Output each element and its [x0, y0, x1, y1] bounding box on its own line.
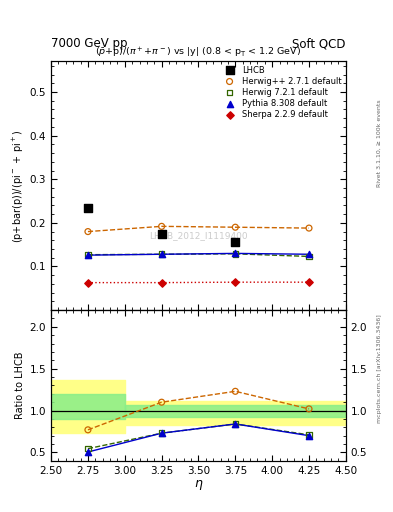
Point — [158, 429, 165, 437]
Text: Rivet 3.1.10, ≥ 100k events: Rivet 3.1.10, ≥ 100k events — [377, 99, 382, 187]
Herwig 7.2.1 default — [232, 250, 239, 258]
Point — [232, 420, 239, 428]
LHCB — [85, 204, 91, 212]
Herwig++ 2.7.1 default — [158, 222, 165, 230]
Text: mcplots.cern.ch [arXiv:1306.3436]: mcplots.cern.ch [arXiv:1306.3436] — [377, 314, 382, 423]
Herwig++ 2.7.1 default — [306, 224, 312, 232]
Herwig++ 2.7.1 default — [232, 223, 239, 231]
Legend: LHCB, Herwig++ 2.7.1 default, Herwig 7.2.1 default, Pythia 8.308 default, Sherpa: LHCB, Herwig++ 2.7.1 default, Herwig 7.2… — [219, 64, 343, 121]
Y-axis label: (p+bar(p))/(pi$^-$ + pi$^+$): (p+bar(p))/(pi$^-$ + pi$^+$) — [11, 129, 26, 243]
Herwig 7.2.1 default — [158, 250, 165, 259]
Pythia 8.308 default — [232, 249, 239, 258]
Text: LHCB_2012_I1119400: LHCB_2012_I1119400 — [149, 231, 248, 240]
Sherpa 2.2.9 default — [306, 278, 312, 286]
Text: 7000 GeV pp: 7000 GeV pp — [51, 37, 128, 50]
Pythia 8.308 default — [85, 251, 91, 259]
Point — [306, 431, 312, 439]
Herwig 7.2.1 default — [85, 250, 91, 259]
LHCB — [232, 239, 239, 247]
Title: ($\bar{p}$+p)/($\pi^+$+$\pi^-$) vs |y| (0.8 < p$_\mathrm{T}$ < 1.2 GeV): ($\bar{p}$+p)/($\pi^+$+$\pi^-$) vs |y| (… — [95, 46, 301, 60]
Herwig 7.2.1 default — [306, 252, 312, 261]
Point — [158, 429, 165, 437]
Pythia 8.308 default — [158, 250, 165, 259]
Point — [85, 444, 91, 453]
Text: Soft QCD: Soft QCD — [292, 37, 346, 50]
Point — [306, 405, 312, 413]
Point — [158, 398, 165, 407]
Point — [85, 425, 91, 434]
Sherpa 2.2.9 default — [158, 279, 165, 287]
LHCB — [158, 230, 165, 238]
Point — [232, 387, 239, 395]
X-axis label: $\eta$: $\eta$ — [194, 478, 203, 493]
Sherpa 2.2.9 default — [85, 279, 91, 287]
Point — [306, 432, 312, 440]
Pythia 8.308 default — [306, 250, 312, 259]
Sherpa 2.2.9 default — [232, 278, 239, 286]
Y-axis label: Ratio to LHCB: Ratio to LHCB — [15, 352, 26, 419]
Point — [85, 448, 91, 456]
Point — [232, 420, 239, 428]
Herwig++ 2.7.1 default — [85, 227, 91, 236]
